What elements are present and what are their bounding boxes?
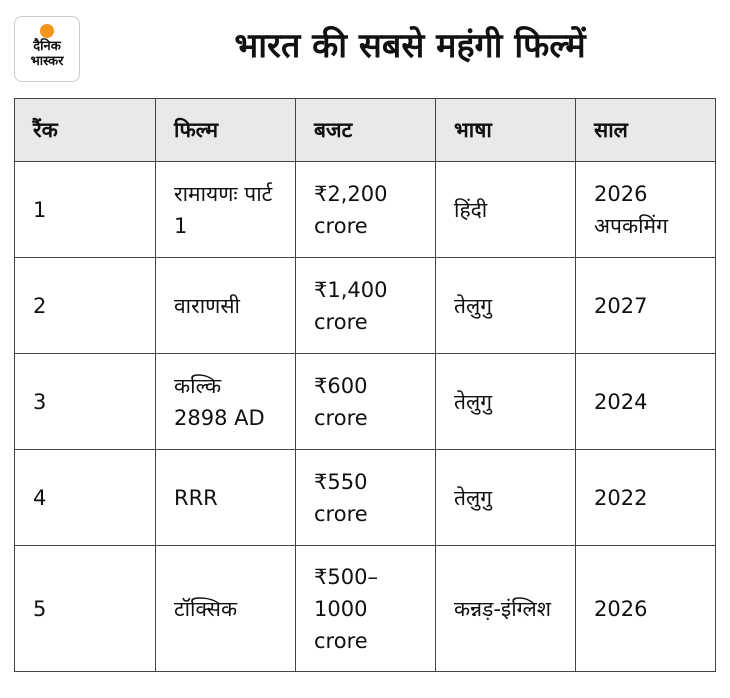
table-cell: तेलुगु	[435, 353, 576, 450]
column-header: फिल्म	[155, 98, 296, 162]
table-cell: 2027	[575, 257, 716, 354]
logo-sun	[40, 24, 54, 38]
logo: दैनिक भास्कर	[14, 16, 80, 82]
column-header: भाषा	[435, 98, 576, 162]
table-cell: ₹1,400 crore	[295, 257, 436, 354]
column-header: साल	[575, 98, 716, 162]
table-cell: 5	[14, 545, 156, 672]
table-cell: 3	[14, 353, 156, 450]
table-cell: 2026 अपकमिंग	[575, 161, 716, 258]
table-row: 2 वाराणसी ₹1,400 crore तेलुगु 2027	[14, 257, 716, 354]
table-cell: RRR	[155, 449, 296, 546]
table-cell: टॉक्सिक	[155, 545, 296, 672]
table-cell: रामायणः पार्ट 1	[155, 161, 296, 258]
table-row: 5 टॉक्सिक ₹500–1000 crore कन्नड़-इंग्लिश 202…	[14, 545, 716, 672]
title: भारत की सबसे महंगी फिल्में	[234, 26, 586, 66]
table-cell: 1	[14, 161, 156, 258]
table-row: 3 कल्कि 2898 AD ₹600 crore तेलुगु 2024	[14, 353, 716, 450]
column-header: बजट	[295, 98, 436, 162]
logo-text: भास्कर	[30, 54, 64, 69]
table-cell: वाराणसी	[155, 257, 296, 354]
table-cell: तेलुगु	[435, 257, 576, 354]
table-cell: कल्कि 2898 AD	[155, 353, 296, 450]
table-cell: ₹550 crore	[295, 449, 436, 546]
table-cell: ₹500–1000 crore	[295, 545, 436, 672]
table-body: 1 रामायणः पार्ट 1 ₹2,200 crore हिंदी 2026 अप…	[14, 161, 716, 672]
table-cell: तेलुगु	[435, 449, 576, 546]
table-cell: 2	[14, 257, 156, 354]
table-cell: ₹600 crore	[295, 353, 436, 450]
table-row: 4 RRR ₹550 crore तेलुगु 2022	[14, 449, 716, 546]
table: रैंक फिल्म बजट भाषा साल 1 रामायणः पार्ट 1 ₹2,2…	[14, 98, 716, 672]
logo-text: दैनिक	[33, 39, 61, 54]
table-cell: कन्नड़-इंग्लिश	[435, 545, 576, 672]
column-header: रैंक	[14, 98, 156, 162]
header-row: रैंक फिल्म बजट भाषा साल	[14, 98, 716, 162]
table-cell: 2026	[575, 545, 716, 672]
table-cell: ₹2,200 crore	[295, 161, 436, 258]
table-cell: हिंदी	[435, 161, 576, 258]
table-cell: 2024	[575, 353, 716, 450]
table-cell: 2022	[575, 449, 716, 546]
table-cell: 4	[14, 449, 156, 546]
table-row: 1 रामायणः पार्ट 1 ₹2,200 crore हिंदी 2026 अप…	[14, 161, 716, 258]
